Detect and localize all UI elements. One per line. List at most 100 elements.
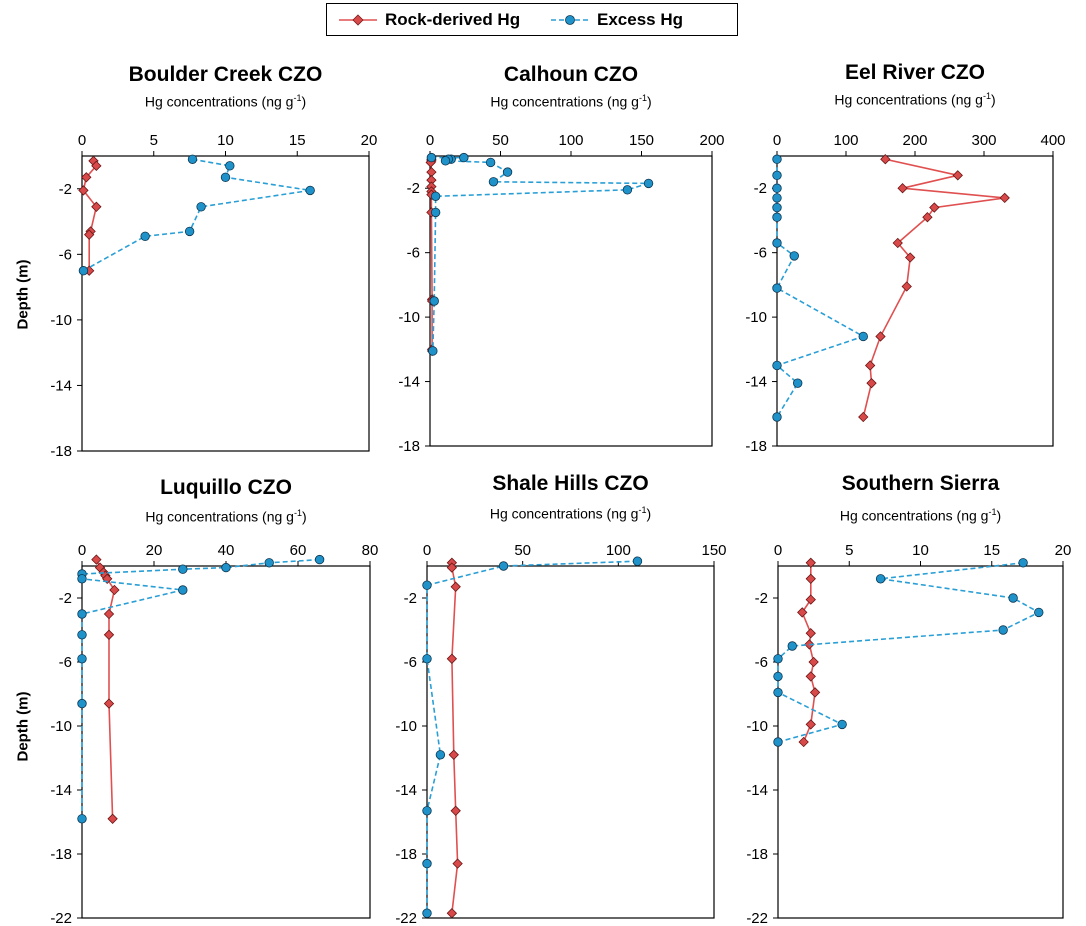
x-tick-label: 60	[290, 542, 307, 559]
legend-excess-swatch	[551, 15, 589, 25]
y-tick-label: -10	[746, 718, 768, 735]
excess-data-point	[435, 750, 446, 760]
y-tick-label: -6	[59, 654, 72, 671]
excess-data-point	[772, 360, 782, 371]
rock-data-point	[107, 813, 118, 824]
chart-subtitle-end: )	[990, 91, 996, 108]
x-tick-label: 20	[146, 542, 163, 559]
y-tick-label: -10	[395, 718, 417, 735]
legend-item-excess: Excess Hg	[549, 9, 683, 31]
excess-data-point	[459, 152, 469, 163]
rock-data-point	[901, 281, 912, 292]
excess-data-point	[772, 170, 782, 181]
chart-subtitle: Hg concentrations (ng g-1)	[42, 93, 409, 110]
rock-data-point	[858, 411, 869, 423]
y-tick-label: -22	[50, 910, 72, 926]
y-tick-label: -6	[754, 245, 767, 262]
rock-data-point	[999, 192, 1010, 204]
chart-subtitle: Hg concentrations (ng g-1)	[737, 91, 1086, 108]
chart-subtitle-sup: -1	[638, 505, 647, 515]
excess-data-point	[773, 671, 783, 682]
excess-data-point	[498, 561, 509, 571]
rock-data-point	[91, 160, 102, 171]
x-tick-label: 0	[78, 542, 86, 559]
chart-title: Shale Hills CZO	[492, 472, 649, 495]
x-tick-label: 300	[971, 132, 996, 149]
chart-subtitle-main: Hg concentrations (ng g	[145, 508, 294, 525]
x-tick-label: 20	[1055, 542, 1072, 559]
x-tick-label: 5	[150, 132, 158, 149]
rock-data-point	[446, 562, 458, 573]
excess-data-point	[485, 157, 496, 168]
excess-data-point	[772, 193, 782, 203]
rock-data-point	[78, 185, 89, 196]
x-tick-label: 150	[629, 132, 654, 149]
chart-subtitle-end: )	[301, 93, 307, 110]
excess-data-point	[789, 251, 799, 261]
chart-subtitle: Hg concentrations (ng g-1)	[387, 505, 754, 522]
y-tick-label: -2	[407, 180, 420, 197]
chart-title: Calhoun CZO	[503, 63, 639, 86]
x-tick-label: 50	[514, 542, 531, 559]
plot-frame	[426, 565, 715, 919]
excess-data-point	[422, 806, 432, 816]
excess-data-point	[422, 858, 432, 869]
y-tick-label: -2	[754, 180, 767, 197]
y-tick-label: -10	[50, 312, 72, 329]
excess-data-point	[264, 558, 274, 568]
excess-data-point	[221, 562, 231, 573]
excess-data-point	[502, 167, 513, 177]
excess-data-point	[772, 283, 782, 293]
excess-data-point	[772, 412, 782, 422]
x-tick-label: 20	[361, 132, 378, 149]
chart-subtitle-end: )	[646, 505, 652, 522]
y-tick-label: -10	[50, 718, 72, 735]
x-tick-label: 0	[426, 132, 434, 149]
x-tick-label: 80	[362, 542, 379, 559]
rock-data-point	[808, 656, 819, 668]
x-tick-label: 100	[558, 132, 583, 149]
y-tick-label: -14	[50, 377, 72, 394]
excess-data-point	[858, 331, 868, 342]
excess-data-point	[220, 172, 231, 183]
x-tick-label: 200	[699, 132, 724, 149]
excess-data-point	[773, 654, 783, 664]
excess-data-point	[1008, 593, 1018, 603]
rock-data-point	[880, 154, 891, 165]
legend-excess-label: Excess Hg	[597, 10, 683, 29]
chart-title: Southern Sierra	[841, 472, 1000, 495]
x-tick-label: 15	[983, 542, 1000, 559]
chart-subtitle-sup: -1	[638, 93, 647, 103]
x-tick-label: 40	[218, 542, 235, 559]
excess-data-point	[875, 574, 886, 584]
excess-data-point	[187, 154, 198, 164]
excess-data-point	[772, 154, 782, 164]
excess-data-point	[793, 378, 803, 388]
chart-subtitle-end: )	[646, 93, 652, 110]
rock-data-point	[805, 671, 816, 682]
rock-data-point	[805, 628, 816, 639]
excess-data-point	[77, 654, 87, 664]
excess-data-point	[77, 814, 87, 824]
rock-data-point	[897, 183, 908, 194]
rock-series-line	[801, 562, 816, 743]
x-tick-label: 150	[701, 542, 726, 559]
rock-data-point	[864, 360, 876, 371]
excess-data-point	[305, 185, 315, 196]
chart-subtitle-main: Hg concentrations (ng g	[834, 91, 983, 108]
excess-data-point	[178, 585, 188, 595]
y-tick-label: -18	[745, 438, 767, 455]
rock-data-point	[805, 557, 816, 568]
excess-data-point	[643, 178, 654, 189]
rock-data-point	[81, 172, 92, 183]
excess-data-point	[77, 574, 87, 584]
rock-data-point	[805, 719, 816, 730]
chart-title: Eel River CZO	[844, 61, 986, 84]
rock-data-point	[103, 608, 115, 620]
